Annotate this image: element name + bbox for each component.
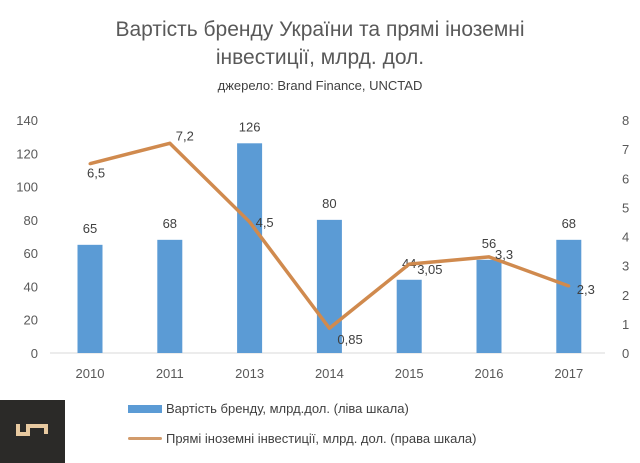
y-right-tick-label: 5 bbox=[622, 200, 629, 215]
y-right-tick-label: 0 bbox=[622, 346, 629, 361]
x-tick-label: 2010 bbox=[76, 366, 105, 381]
key-logo-icon bbox=[16, 424, 48, 436]
line-point bbox=[327, 326, 331, 330]
x-tick-label: 2013 bbox=[235, 366, 264, 381]
y-left-tick-label: 120 bbox=[16, 146, 38, 161]
y-left-tick-label: 140 bbox=[16, 113, 38, 128]
bar-data-label: 126 bbox=[239, 119, 261, 134]
line-point bbox=[88, 162, 92, 166]
chart-subtitle: джерело: Brand Finance, UNCTAD bbox=[217, 78, 423, 93]
legend-item-bars: Вартість бренду, млрд.дол. (ліва шкала) bbox=[128, 401, 409, 416]
legend-swatch-line bbox=[128, 437, 162, 440]
y-left-tick-label: 60 bbox=[24, 246, 38, 261]
y-left-tick-label: 80 bbox=[24, 213, 38, 228]
y-right-tick-label: 3 bbox=[622, 259, 629, 274]
bar bbox=[316, 219, 342, 353]
bar bbox=[237, 143, 263, 353]
legend-swatch-bar bbox=[128, 404, 162, 413]
bar bbox=[556, 239, 582, 353]
x-tick-label: 2014 bbox=[315, 366, 344, 381]
bar bbox=[77, 244, 103, 353]
bar-data-label: 80 bbox=[322, 196, 336, 211]
x-tick-label: 2011 bbox=[156, 366, 184, 381]
x-tick-label: 2016 bbox=[475, 366, 504, 381]
chart-title: Вартість бренду України та прямі іноземн… bbox=[115, 18, 525, 41]
x-tick-label: 2015 bbox=[395, 366, 424, 381]
bar-data-label: 68 bbox=[163, 216, 177, 231]
line-point bbox=[567, 284, 571, 288]
y-right-tick-label: 2 bbox=[622, 288, 629, 303]
line-data-label: 3,05 bbox=[417, 262, 442, 277]
bar bbox=[476, 259, 502, 353]
y-left-tick-label: 20 bbox=[24, 313, 38, 328]
line-point bbox=[248, 220, 252, 224]
logo bbox=[0, 400, 65, 463]
line-data-label: 7,2 bbox=[176, 128, 194, 143]
y-right-tick-label: 4 bbox=[622, 230, 629, 245]
x-tick-label: 2017 bbox=[554, 366, 583, 381]
y-left-tick-label: 0 bbox=[31, 346, 38, 361]
chart-title-line2: інвестиції, млрд. дол. bbox=[215, 46, 425, 69]
line-data-label: 6,5 bbox=[87, 166, 105, 181]
legend-label: Прямі іноземні інвестиції, млрд. дол. (п… bbox=[166, 431, 477, 446]
line-point bbox=[407, 262, 411, 266]
line-point bbox=[487, 255, 491, 259]
bar bbox=[157, 239, 183, 353]
y-right-tick-label: 6 bbox=[622, 171, 629, 186]
line-data-label: 4,5 bbox=[256, 215, 274, 230]
y-right-tick-label: 7 bbox=[622, 142, 629, 157]
legend-item-line: Прямі іноземні інвестиції, млрд. дол. (п… bbox=[128, 431, 476, 446]
y-right-tick-label: 1 bbox=[622, 317, 629, 332]
line-point bbox=[168, 141, 172, 145]
line-data-label: 3,3 bbox=[495, 247, 513, 262]
legend-label: Вартість бренду, млрд.дол. (ліва шкала) bbox=[166, 401, 409, 416]
line-data-label: 2,3 bbox=[577, 282, 595, 297]
line-data-label: 0,85 bbox=[337, 332, 362, 347]
y-left-tick-label: 100 bbox=[16, 180, 38, 195]
y-right-tick-label: 8 bbox=[622, 113, 629, 128]
bar-data-label: 68 bbox=[562, 216, 576, 231]
bar-data-label: 56 bbox=[482, 236, 496, 251]
bar bbox=[396, 279, 422, 353]
bar-data-label: 65 bbox=[83, 221, 97, 236]
y-left-tick-label: 40 bbox=[24, 279, 38, 294]
